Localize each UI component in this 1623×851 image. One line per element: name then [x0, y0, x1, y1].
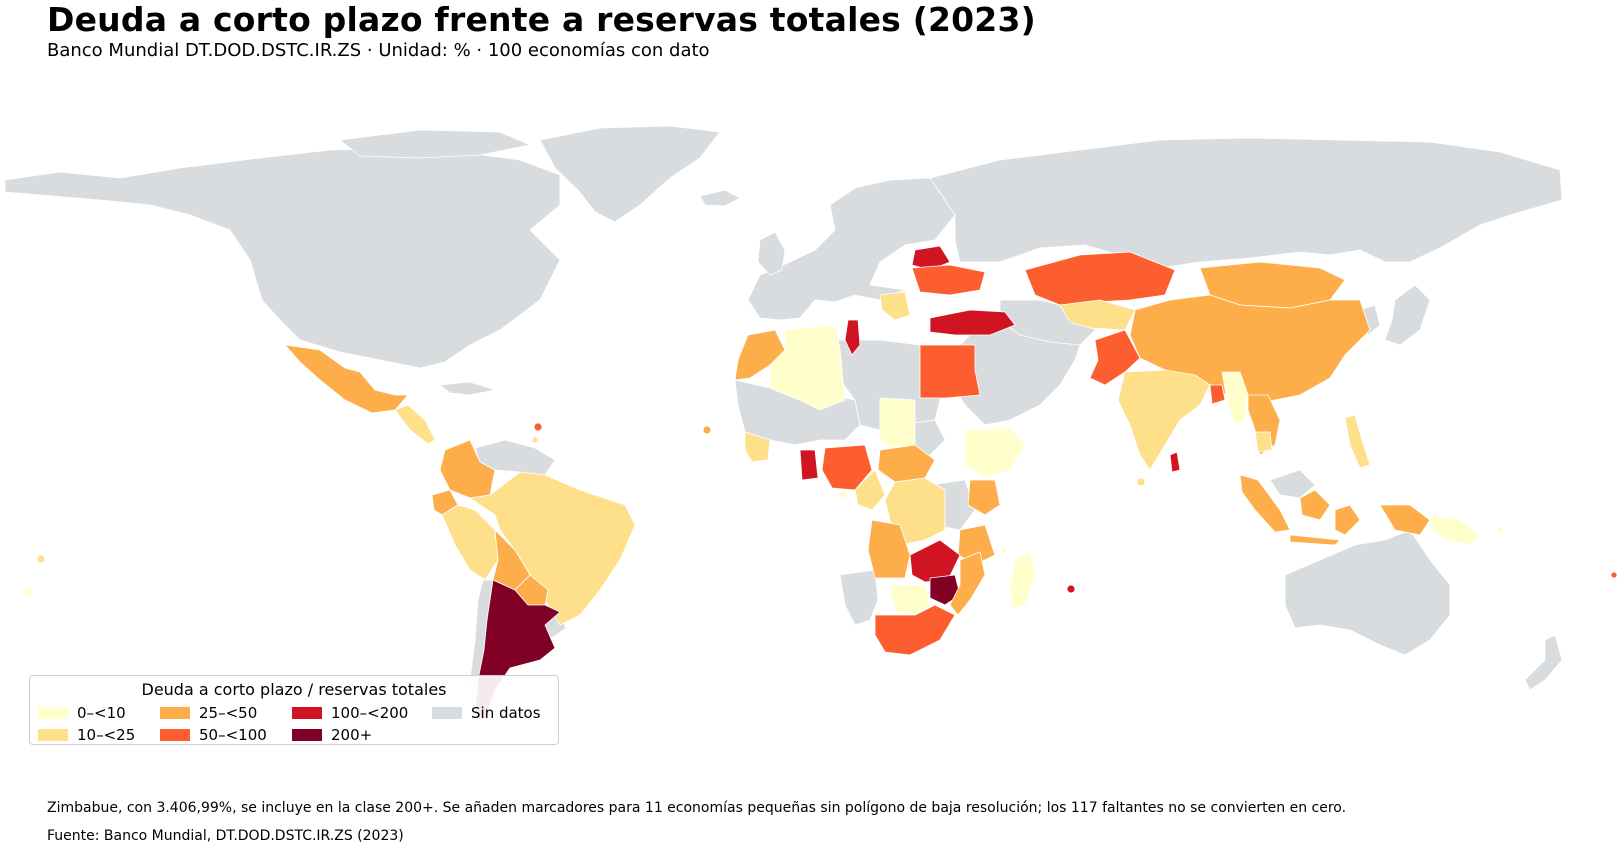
country-tanzania — [957, 524, 996, 566]
legend-item-no-data: Sin datos — [432, 704, 541, 722]
map-legend: Deuda a corto plazo / reservas totales 0… — [29, 675, 559, 745]
country-botswana — [889, 584, 931, 616]
legend-swatch — [38, 707, 68, 719]
marker-cape-verde — [702, 425, 712, 435]
marker-samoa — [36, 554, 46, 564]
legend-swatch — [292, 707, 322, 719]
country-sri-lanka — [1169, 451, 1181, 473]
legend-swatch — [432, 707, 462, 719]
country-kenya — [967, 479, 1001, 516]
legend-item-50-100: 50–<100 — [160, 726, 267, 744]
legend-swatch — [292, 729, 322, 741]
country-myanmar — [1221, 371, 1249, 426]
legend-swatch — [160, 729, 190, 741]
country-kazakhstan — [1024, 251, 1176, 306]
country-madagascar — [1009, 551, 1036, 609]
country-niger — [879, 397, 916, 451]
region-europe — [747, 177, 956, 321]
region-uk-ireland — [757, 231, 786, 276]
country-mozambique — [949, 551, 986, 616]
marker-maldives — [1136, 477, 1146, 487]
source-credit: Fuente: Banco Mundial, DT.DOD.DSTC.IR.ZS… — [47, 828, 404, 844]
country-philippines — [1344, 414, 1371, 469]
region-arctic-islands — [339, 129, 531, 159]
legend-item-100-200: 100–<200 — [292, 704, 408, 722]
country-papua-new-guinea — [1429, 514, 1481, 546]
region-iceland — [699, 189, 741, 207]
legend-item-10-25: 10–<25 — [38, 726, 135, 744]
legend-label: 25–<50 — [199, 704, 258, 722]
country-algeria — [769, 324, 846, 411]
country-ukraine — [911, 264, 986, 296]
country-cambodia — [1254, 431, 1273, 453]
legend-swatch — [160, 707, 190, 719]
country-cameroon — [854, 469, 886, 511]
legend-item-200-plus: 200+ — [292, 726, 372, 744]
marker-grenada — [533, 422, 543, 432]
region-australia — [1284, 529, 1451, 656]
legend-swatch — [38, 729, 68, 741]
region-japan — [1384, 284, 1431, 346]
country-senegal — [744, 431, 771, 463]
region-namibia — [839, 569, 879, 626]
country-south-africa — [874, 604, 956, 656]
legend-item-0-10: 0–<10 — [38, 704, 126, 722]
region-greenland — [539, 125, 721, 223]
country-balkans — [879, 291, 911, 321]
map-subtitle: Banco Mundial DT.DOD.DSTC.IR.ZS · Unidad… — [47, 40, 710, 61]
legend-label: 200+ — [331, 726, 373, 744]
marker-caribbean — [531, 436, 539, 444]
country-brazil — [469, 471, 636, 626]
map-title: Deuda a corto plazo frente a reservas to… — [47, 0, 1036, 39]
map-svg — [4, 125, 1618, 721]
country-peru — [441, 504, 499, 581]
country-bangladesh — [1209, 384, 1226, 405]
region-borneo — [1269, 469, 1316, 499]
legend-label: 50–<100 — [199, 726, 267, 744]
world-choropleth-map — [0, 110, 1623, 730]
legend-label: 0–<10 — [77, 704, 126, 722]
country-india — [1117, 369, 1211, 471]
legend-item-25-50: 25–<50 — [160, 704, 257, 722]
country-indonesia-sumatra — [1239, 474, 1291, 533]
marker-solomon — [1496, 526, 1504, 534]
footnote: Zimbabue, con 3.406,99%, se incluye en l… — [47, 800, 1347, 816]
legend-label: 100–<200 — [331, 704, 409, 722]
region-russia — [929, 137, 1563, 269]
country-ethiopia — [964, 427, 1026, 479]
marker-mauritius — [1066, 584, 1076, 594]
marker-comoros — [1000, 546, 1008, 554]
country-tunisia — [844, 319, 861, 356]
country-pakistan — [1089, 329, 1141, 386]
country-egypt — [919, 344, 981, 399]
country-turkey — [929, 309, 1016, 336]
region-north-america — [4, 147, 561, 369]
legend-label: 10–<25 — [77, 726, 136, 744]
marker-tonga — [22, 587, 32, 597]
country-morocco — [734, 329, 786, 381]
country-indonesia-east — [1289, 504, 1431, 546]
region-caribbean — [439, 381, 496, 396]
country-angola — [867, 519, 911, 579]
legend-label: Sin datos — [471, 704, 541, 722]
country-indonesia-borneo — [1299, 489, 1331, 521]
country-mexico — [284, 344, 409, 414]
country-ghana — [799, 449, 819, 481]
legend-title: Deuda a corto plazo / reservas totales — [141, 680, 447, 699]
marker-sao-tome — [838, 490, 848, 500]
region-new-zealand — [1524, 634, 1563, 691]
marker-fiji — [1610, 571, 1618, 579]
country-central-america — [394, 404, 436, 445]
